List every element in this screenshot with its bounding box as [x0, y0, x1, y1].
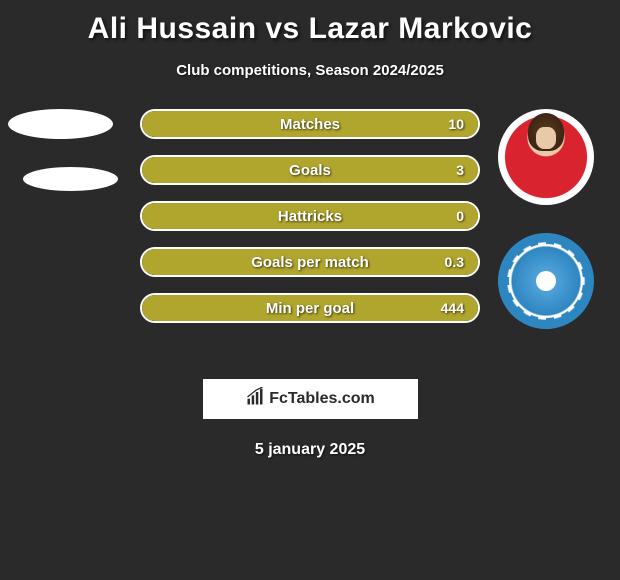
player-placeholder-ellipse	[23, 167, 118, 191]
bar-label: Goals per match	[251, 254, 369, 271]
left-player-column	[8, 109, 118, 219]
stat-bar: Goals 3	[140, 155, 480, 185]
bar-label: Matches	[280, 116, 340, 133]
date-line: 5 january 2025	[0, 441, 620, 459]
stat-bar: Min per goal 444	[140, 293, 480, 323]
comparison-area: Matches 10 Goals 3 Hattricks 0 Goals per match…	[0, 109, 620, 369]
stat-bars: Matches 10 Goals 3 Hattricks 0 Goals per match…	[140, 109, 480, 339]
logo-text: FcTables.com	[269, 390, 375, 408]
bar-value: 444	[441, 300, 464, 316]
stat-bar: Hattricks 0	[140, 201, 480, 231]
subtitle: Club competitions, Season 2024/2025	[0, 62, 620, 79]
player-placeholder-ellipse	[8, 109, 113, 139]
stat-bar: Goals per match 0.3	[140, 247, 480, 277]
chart-icon	[245, 387, 265, 412]
bar-label: Goals	[289, 162, 331, 179]
bar-label: Hattricks	[278, 208, 342, 225]
bar-label: Min per goal	[266, 300, 354, 317]
bar-value: 3	[456, 162, 464, 178]
fctables-logo[interactable]: FcTables.com	[203, 379, 418, 419]
right-player-column	[498, 109, 598, 357]
bar-value: 0	[456, 208, 464, 224]
page-title: Ali Hussain vs Lazar Markovic	[0, 0, 620, 46]
club-crest	[498, 233, 594, 329]
bar-value: 0.3	[445, 254, 464, 270]
player-avatar	[498, 109, 594, 205]
stat-bar: Matches 10	[140, 109, 480, 139]
bar-value: 10	[448, 116, 464, 132]
